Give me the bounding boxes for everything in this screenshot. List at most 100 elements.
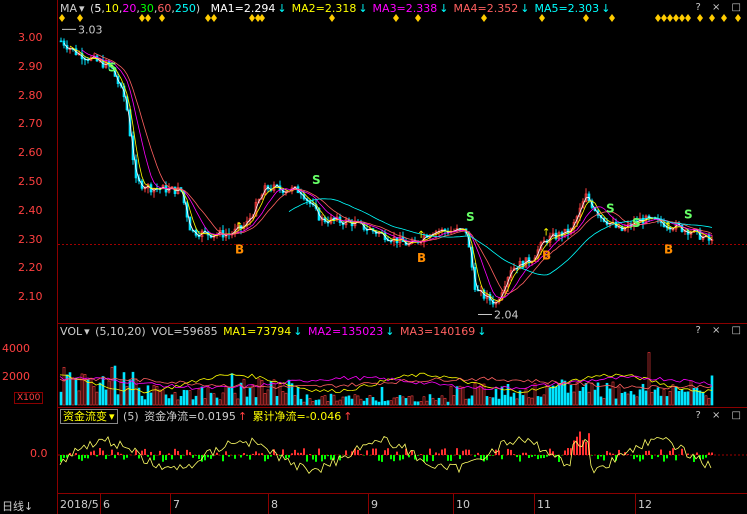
fund-bar <box>693 455 695 462</box>
volume-bar <box>308 398 312 406</box>
signal-diamond <box>255 14 261 22</box>
fund-bar <box>417 455 419 456</box>
volume-bar <box>608 388 612 406</box>
fund-bar <box>687 453 689 455</box>
fund-bar <box>207 455 209 458</box>
signal-diamond <box>481 14 487 22</box>
fund-bar <box>315 455 317 462</box>
volume-panel-bottom-border <box>57 407 747 408</box>
volume-bar <box>218 399 222 406</box>
volume-bar <box>131 371 135 406</box>
volume-bar <box>203 398 207 406</box>
signal-diamond <box>59 14 65 22</box>
fund-bar <box>711 452 713 455</box>
signal-diamond <box>609 14 615 22</box>
fund-bar <box>435 452 437 455</box>
fund-bar <box>702 455 704 460</box>
signal-diamond <box>415 14 421 22</box>
volume-bar <box>653 389 657 406</box>
fund-bar <box>579 431 581 455</box>
ma-indicator-dropdown[interactable]: MA ▾ <box>60 2 85 15</box>
volume-bar <box>200 386 204 406</box>
fund-bar <box>255 451 257 455</box>
fund-bar <box>582 440 584 455</box>
fund-bar <box>366 450 368 455</box>
fund-bar <box>465 449 467 455</box>
vol-y-tick-2000: 2000 <box>2 370 30 383</box>
volume-bar <box>476 386 480 406</box>
y-tick-2.30: 2.30 <box>18 232 43 246</box>
fund-net: 资金净流=0.0195 <box>144 410 236 423</box>
fund-bar <box>507 448 509 455</box>
fund-bar <box>396 451 398 455</box>
fund-bar <box>90 451 92 455</box>
fund-bar <box>378 455 380 461</box>
fund-bar <box>423 455 425 462</box>
fund-bar <box>531 455 533 457</box>
vol-unit: X100 <box>14 392 44 404</box>
volume-bar <box>635 396 639 406</box>
volume-bar <box>101 376 105 406</box>
fund-bar <box>516 455 518 458</box>
volume-bar <box>293 395 297 406</box>
fund-bar <box>360 454 362 455</box>
fund-bar <box>258 453 260 455</box>
fund-bar <box>528 455 530 459</box>
fund-bar <box>84 455 86 459</box>
buy-arrow: ↑ <box>417 230 425 241</box>
volume-bar <box>536 396 540 406</box>
candle-body <box>167 187 171 193</box>
fund-bar <box>66 455 68 458</box>
y-tick-2.10: 2.10 <box>18 290 43 304</box>
fund-param: (5) <box>123 410 139 423</box>
vol-indicator-dropdown[interactable]: VOL ▾ <box>60 325 90 338</box>
candle-body <box>578 207 582 217</box>
volume-bar <box>110 366 114 406</box>
fund-indicator-dropdown[interactable]: 资金流变 ▾ <box>60 409 118 424</box>
fund-bar <box>615 455 617 461</box>
volume-bar <box>137 387 141 406</box>
fund-bar <box>510 449 512 455</box>
vol-y-tick-4000: 4000 <box>2 342 30 355</box>
fund-bar <box>657 455 659 458</box>
volume-bar <box>575 382 579 406</box>
fund-bar <box>285 455 287 459</box>
volume-bar <box>212 393 216 406</box>
fund-bar <box>456 448 458 455</box>
fund-bar <box>309 454 311 455</box>
fund-bar <box>681 448 683 455</box>
volume-bar <box>113 365 117 406</box>
period-button[interactable]: 日线↓ <box>2 500 34 513</box>
volume-bar <box>344 396 348 406</box>
fund-bar <box>663 455 665 462</box>
fund-bar <box>402 455 404 460</box>
candle-body <box>581 201 585 209</box>
volume-bar <box>158 389 162 406</box>
signal-diamond <box>77 14 83 22</box>
fund-bar <box>294 449 296 455</box>
ma-value-3: MA3=2.338 <box>372 2 438 15</box>
candle-body <box>575 216 579 223</box>
volume-bar <box>197 388 201 406</box>
volume-bar <box>374 400 378 406</box>
fund-bar <box>474 455 476 457</box>
volume-bar <box>632 394 636 406</box>
main-panel-corner-icons[interactable]: ? × □ <box>695 2 745 13</box>
volume-bar <box>515 398 519 406</box>
volume-bar <box>497 398 501 406</box>
volume-bar <box>311 401 315 406</box>
volume-bar <box>320 396 324 406</box>
fund-bar <box>603 455 605 461</box>
volume-bar <box>185 390 189 406</box>
fund-bar <box>162 455 164 462</box>
volume-bar <box>557 383 561 406</box>
volume-bar <box>266 389 270 406</box>
volume-panel-corner-icons[interactable]: ? × □ <box>695 325 745 336</box>
fund-panel-corner-icons[interactable]: ? × □ <box>695 410 745 421</box>
fund-bar <box>546 455 548 457</box>
candle-body <box>254 201 258 217</box>
fund-bar <box>432 455 434 462</box>
volume-bar <box>410 395 414 406</box>
volume-bar <box>407 396 411 406</box>
